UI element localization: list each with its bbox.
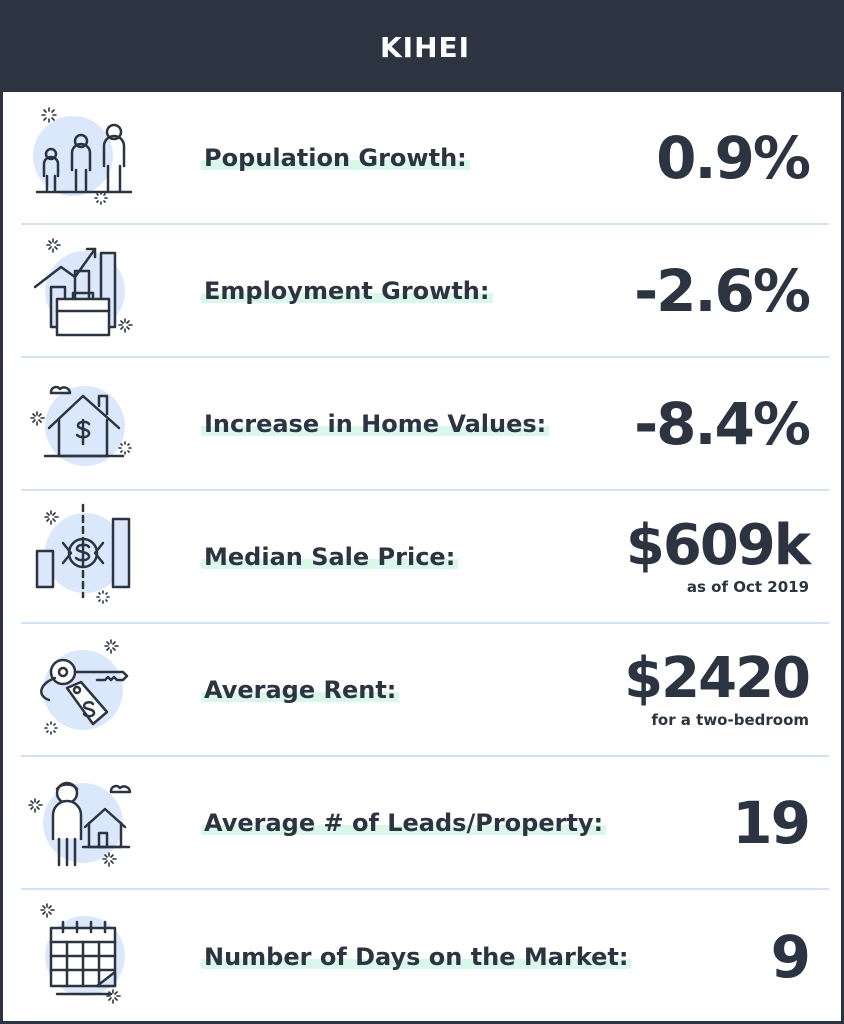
house-dollar-icon xyxy=(27,370,141,480)
stat-row-average-rent: Average Rent: $2420 for a two-bedroom xyxy=(21,624,829,757)
stat-value: $2420 xyxy=(624,645,811,711)
page-title: KIHEI xyxy=(379,31,471,64)
stat-label: Median Sale Price: xyxy=(201,542,459,571)
stat-label: Increase in Home Values: xyxy=(201,409,550,438)
stat-value: 9 xyxy=(770,922,811,991)
stat-value: -8.4% xyxy=(634,389,811,458)
key-tag-icon xyxy=(27,636,141,746)
stat-value: 0.9% xyxy=(656,123,811,192)
stat-row-population-growth: Population Growth: 0.9% xyxy=(21,92,829,225)
stat-note: for a two-bedroom xyxy=(651,710,809,729)
calendar-icon xyxy=(27,902,141,1012)
stats-list: Population Growth: 0.9% xyxy=(21,92,829,1023)
stat-row-days-on-market: Number of Days on the Market: 9 xyxy=(21,890,829,1023)
stat-value: 19 xyxy=(732,788,811,857)
stat-value: $609k xyxy=(625,512,811,578)
stat-label: Population Growth: xyxy=(201,143,470,172)
stat-row-median-sale-price: Median Sale Price: $609k as of Oct 2019 xyxy=(21,491,829,624)
stat-label: Average # of Leads/Property: xyxy=(201,808,607,837)
briefcase-chart-icon xyxy=(27,237,141,347)
stat-label: Employment Growth: xyxy=(201,276,493,305)
header-bar: KIHEI xyxy=(3,3,844,92)
sale-price-chart-icon xyxy=(27,503,141,613)
stat-row-leads-per-property: Average # of Leads/Property: 19 xyxy=(21,757,829,890)
stat-label: Average Rent: xyxy=(201,675,400,704)
stat-value: -2.6% xyxy=(634,256,811,325)
person-house-icon xyxy=(27,769,141,879)
stat-label: Number of Days on the Market: xyxy=(201,942,632,971)
stat-note: as of Oct 2019 xyxy=(686,577,809,596)
people-icon xyxy=(27,104,141,214)
stat-row-home-values: Increase in Home Values: -8.4% xyxy=(21,358,829,491)
stat-row-employment-growth: Employment Growth: -2.6% xyxy=(21,225,829,358)
